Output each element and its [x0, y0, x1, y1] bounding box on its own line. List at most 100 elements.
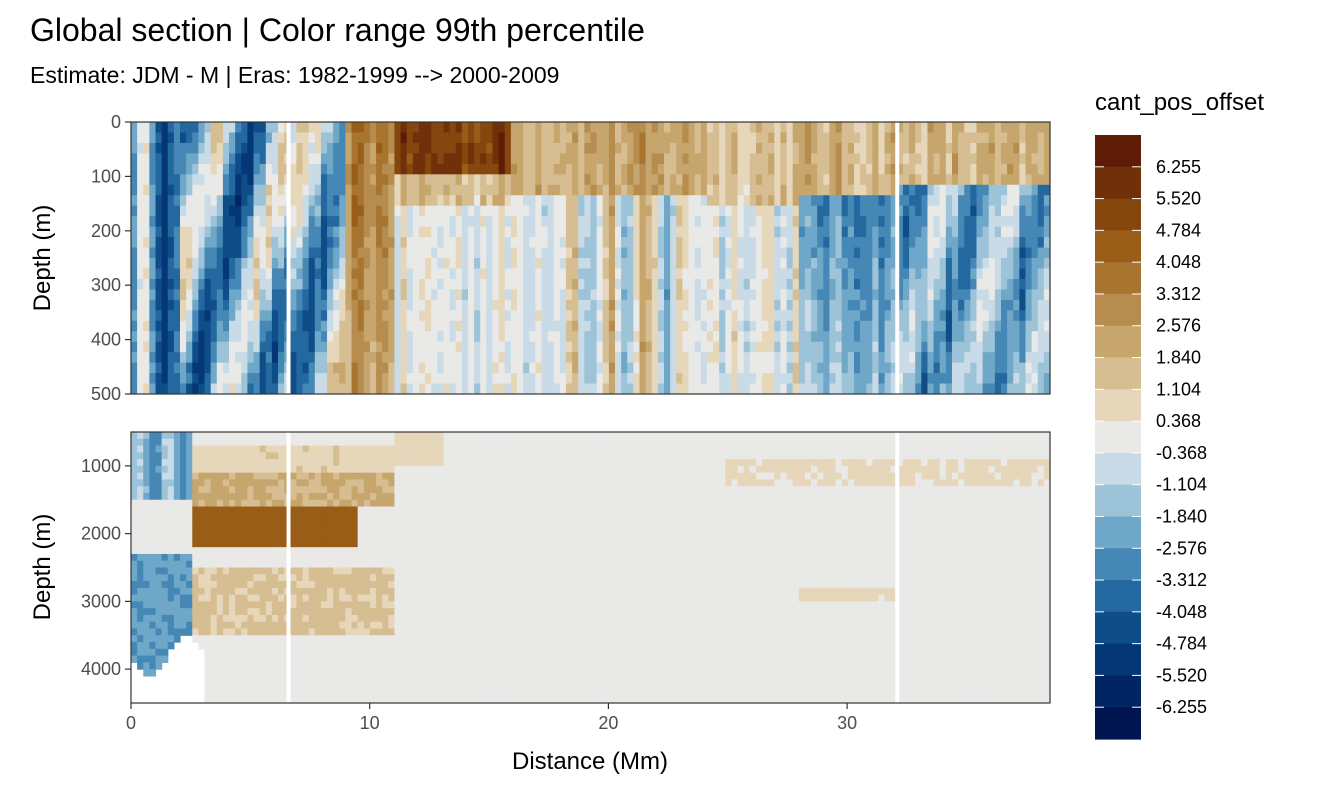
field-cell [700, 184, 708, 196]
field-cell [878, 331, 886, 343]
field-cell [541, 184, 549, 196]
field-cell [725, 362, 733, 374]
field-cell [798, 310, 806, 322]
field-cell [725, 278, 733, 290]
field-cell [725, 341, 733, 353]
field-cell [339, 226, 347, 238]
field-cell [418, 362, 426, 374]
field-cell [161, 553, 169, 562]
field-cell [320, 122, 328, 134]
field-cell [161, 520, 169, 528]
field-cell [259, 153, 267, 165]
field-cell [394, 310, 402, 322]
field-cell [235, 472, 242, 481]
field-cell [345, 278, 353, 290]
field-cell [755, 299, 763, 311]
field-cell [173, 331, 181, 343]
field-cell [455, 331, 463, 343]
field-cell [308, 142, 316, 154]
field-cell [988, 195, 996, 207]
field-cell [155, 226, 163, 238]
field-cell [143, 547, 150, 555]
field-cell [633, 268, 641, 280]
field-cell [1025, 195, 1033, 207]
field-cell [216, 669, 224, 677]
field-cell [762, 373, 769, 385]
field-cell [547, 174, 555, 186]
field-cell [535, 383, 543, 394]
field-cell [229, 492, 236, 501]
field-cell [639, 320, 647, 332]
field-cell [290, 675, 298, 684]
field-cell [247, 587, 255, 596]
field-cell [639, 268, 647, 280]
field-cell [265, 362, 273, 374]
field-cell [131, 642, 138, 650]
field-cell [278, 675, 285, 684]
field-cell [817, 373, 824, 385]
field-cell [676, 299, 683, 311]
field-cell [541, 163, 549, 175]
field-cell [541, 268, 549, 280]
field-cell [994, 142, 1002, 154]
field-cell [480, 373, 487, 385]
field-cell [357, 195, 365, 207]
field-cell [302, 662, 310, 670]
field-cell [369, 383, 377, 394]
field-cell [290, 362, 298, 374]
field-cell [131, 621, 138, 630]
field-cell [1019, 362, 1027, 374]
field-cell [235, 601, 242, 609]
field-cell [235, 574, 242, 582]
field-cell [210, 122, 218, 134]
field-cell [927, 383, 935, 394]
field-cell [167, 122, 175, 134]
field-cell [492, 341, 500, 353]
field-cell [823, 216, 831, 228]
field-cell [161, 320, 169, 332]
field-cell [253, 492, 261, 501]
field-cell [376, 373, 383, 385]
field-cell [621, 205, 628, 217]
field-cell [474, 142, 481, 154]
field-cell [302, 268, 310, 280]
field-cell [504, 237, 512, 249]
field-cell [437, 184, 445, 196]
field-cell [235, 438, 242, 447]
field-cell [216, 587, 224, 596]
field-cell [241, 594, 249, 602]
field-cell [180, 299, 187, 311]
field-cell [412, 310, 420, 322]
field-cell [412, 373, 420, 385]
field-cell [804, 320, 812, 332]
field-cell [909, 258, 916, 270]
field-cell [608, 278, 616, 290]
field-cell [314, 310, 322, 322]
field-cell [670, 331, 677, 343]
field-cell [290, 352, 298, 364]
field-cell [314, 122, 322, 134]
field-cell [431, 362, 438, 374]
field-cell [878, 383, 886, 394]
field-cell [1025, 341, 1033, 353]
field-cell [351, 174, 359, 186]
field-cell [572, 310, 579, 322]
field-cell [872, 184, 880, 196]
field-cell [547, 299, 555, 311]
field-cell [621, 352, 628, 364]
field-cell [155, 567, 163, 575]
field-cell [798, 184, 806, 196]
field-cell [296, 258, 304, 270]
field-cell [339, 163, 347, 175]
field-cell [455, 373, 463, 385]
field-cell [682, 122, 690, 134]
field-cell [713, 320, 720, 332]
field-cell [884, 122, 892, 134]
field-cell [890, 174, 898, 186]
field-cell [639, 174, 647, 186]
field-cell [1013, 373, 1020, 385]
field-cell [565, 184, 573, 196]
field-cell [829, 216, 837, 228]
field-cell [982, 352, 990, 364]
field-cell [523, 341, 530, 353]
